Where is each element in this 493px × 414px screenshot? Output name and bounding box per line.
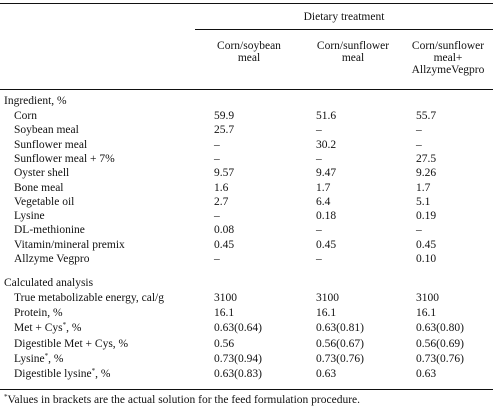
cell-value: 16.1: [416, 307, 437, 320]
row-label: Digestible Met + Cys, %: [14, 337, 129, 350]
cell-value: 9.47: [316, 167, 337, 180]
cell-value: 3100: [316, 292, 339, 304]
cell-value: 0.63: [416, 368, 437, 380]
cell-value: 3100: [214, 292, 237, 304]
cell-value: 9.57: [214, 167, 235, 180]
cell-value: –: [214, 210, 220, 223]
cell-value: 0.56(0.69): [416, 337, 464, 350]
row-label: Sunflower meal: [14, 138, 88, 151]
cell-value: –: [316, 152, 322, 165]
cell-value: 0.56(0.67): [316, 337, 364, 350]
row-label: Vegetable oil: [14, 195, 75, 208]
cell-value: 3100: [416, 292, 439, 304]
cell-value: 6.4: [316, 195, 331, 208]
section-analysis-title: Calculated analysis: [4, 277, 94, 289]
cell-value: 0.63: [316, 368, 337, 380]
top-rule: [0, 3, 493, 4]
cell-value: 16.1: [214, 307, 235, 320]
row-label-text: Met + Cys: [14, 322, 63, 335]
row-label: Allzyme Vegpro: [14, 253, 90, 265]
footnote: *Values in brackets are the actual solut…: [4, 393, 361, 407]
cell-value: 0.56: [214, 337, 235, 350]
column-header-corn-sunflower: Corn/sunflower meal: [316, 40, 390, 64]
row-label: Sunflower meal + 7%: [14, 152, 115, 165]
row-label: Corn: [14, 110, 37, 122]
row-label: Oyster shell: [14, 167, 70, 180]
header-group-title: Dietary treatment: [303, 11, 385, 23]
cell-value: 9.26: [416, 167, 437, 180]
cell-value: 55.7: [416, 110, 437, 122]
row-label-footnote-mark: *: [44, 351, 49, 360]
cell-value: 16.1: [316, 307, 337, 320]
row-label: Digestible lysine*, %: [14, 367, 111, 381]
cell-value: 0.63(0.81): [316, 322, 364, 335]
cell-value: –: [316, 224, 322, 237]
row-label: True metabolizable energy, cal/g: [14, 292, 164, 304]
header-rule: [0, 89, 493, 90]
row-label: Vitamin/mineral premix: [14, 238, 125, 251]
cell-value: 0.73(0.76): [316, 352, 364, 365]
cell-value: 0.45: [416, 238, 437, 251]
row-label-text: Lysine: [14, 352, 45, 365]
cell-value: 0.73(0.76): [416, 352, 464, 365]
cell-value: 59.9: [214, 110, 235, 122]
row-label-footnote-mark: *: [62, 321, 67, 330]
cell-value: 5.1: [416, 195, 431, 208]
column-header-corn-soybean: Corn/soybean meal: [217, 40, 281, 64]
cell-value: –: [416, 124, 422, 137]
cell-value: –: [416, 224, 422, 237]
section-ingredient-title: Ingredient, %: [4, 95, 67, 107]
row-label: Lysine: [14, 210, 45, 223]
row-label: Met + Cys*, %: [14, 321, 82, 335]
cell-value: 1.7: [416, 181, 431, 194]
cell-value: 0.10: [416, 253, 437, 265]
group-rule: [195, 29, 493, 30]
footnote-mark: *: [4, 393, 8, 401]
cell-value: 51.6: [316, 110, 337, 122]
cell-value: 30.2: [316, 138, 337, 151]
cell-value: 25.7: [214, 124, 235, 137]
cell-value: –: [214, 138, 220, 151]
cell-value: 0.45: [316, 238, 337, 251]
row-label: Lysine*, %: [14, 351, 64, 365]
cell-value: 0.63(0.64): [214, 322, 262, 335]
cell-value: 27.5: [416, 152, 437, 165]
cell-value: 1.6: [214, 181, 229, 194]
cell-value: 0.45: [214, 238, 235, 251]
row-label: DL-methionine: [14, 224, 85, 237]
cell-value: –: [316, 253, 322, 265]
footnote-text: Values in brackets are the actual soluti…: [7, 394, 361, 406]
row-label: Protein, %: [14, 307, 63, 320]
cell-value: 2.7: [214, 195, 229, 208]
cell-value: 0.18: [316, 210, 337, 223]
row-label-footnote-mark: *: [91, 367, 96, 375]
row-label-suffix: , %: [48, 352, 64, 365]
row-label-suffix: , %: [66, 322, 82, 335]
column-header-corn-sunflower-allzyme: Corn/sunflower meal+ AllzymeVegpro: [411, 40, 485, 76]
bottom-rule: [0, 389, 493, 390]
cell-value: 0.08: [214, 224, 235, 237]
cell-value: –: [214, 152, 220, 165]
cell-value: 0.63(0.83): [214, 368, 262, 380]
cell-value: 1.7: [316, 181, 331, 194]
cell-value: –: [316, 124, 322, 137]
row-label: Soybean meal: [14, 124, 79, 137]
cell-value: 0.19: [416, 210, 437, 223]
row-label-suffix: , %: [95, 368, 111, 380]
cell-value: 0.63(0.80): [416, 322, 464, 335]
cell-value: –: [214, 253, 220, 265]
row-label: Bone meal: [14, 181, 64, 194]
cell-value: 0.73(0.94): [214, 352, 262, 365]
cell-value: –: [416, 138, 422, 151]
row-label-text: Digestible lysine: [14, 368, 92, 380]
